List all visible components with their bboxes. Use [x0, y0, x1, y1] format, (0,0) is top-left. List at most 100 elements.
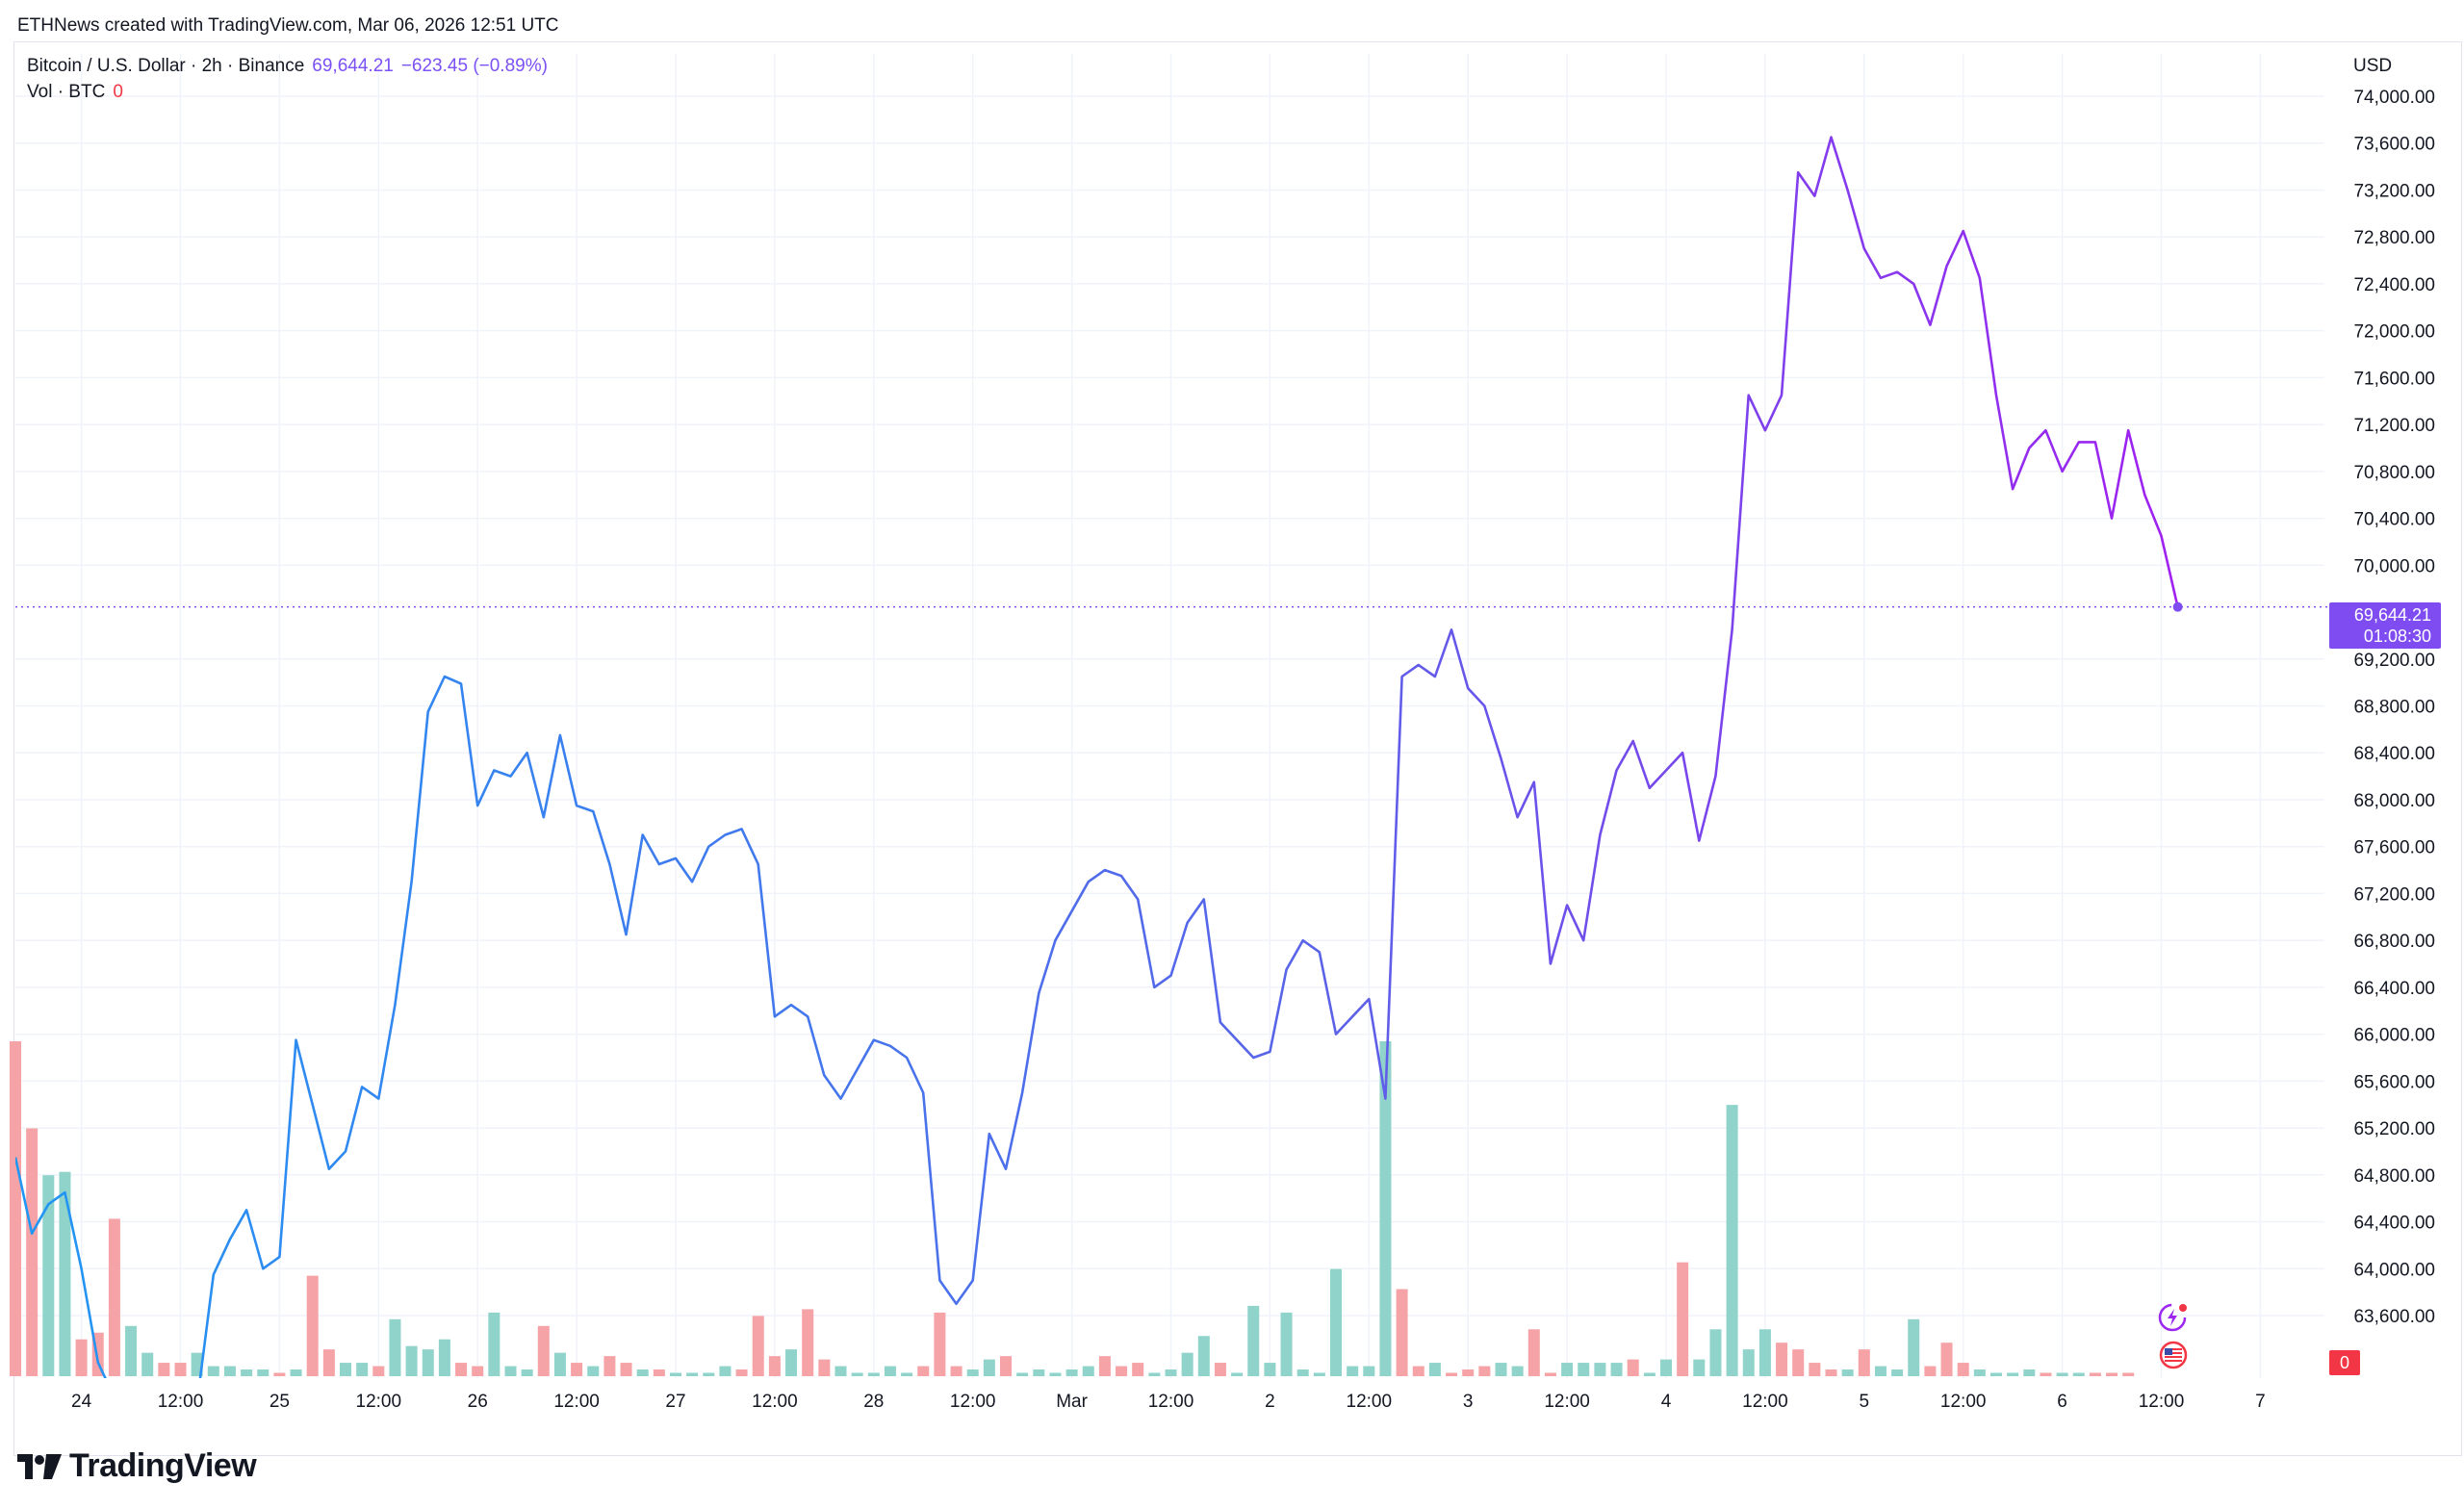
volume-bar: [587, 1366, 600, 1376]
volume-bar: [2106, 1372, 2118, 1376]
volume-bar: [1610, 1363, 1623, 1376]
currency-label[interactable]: USD: [2353, 56, 2393, 76]
volume-bar: [1478, 1366, 1491, 1376]
volume-bar: [1561, 1363, 1574, 1376]
volume-bar: [983, 1359, 995, 1376]
volume-bar: [2056, 1372, 2068, 1376]
x-tick-label: 12:00: [1742, 1392, 1788, 1412]
price-line-layer: [15, 136, 2329, 1378]
y-tick-label: 72,400.00: [2353, 275, 2435, 295]
volume-bar: [1825, 1369, 1837, 1376]
x-tick-label: 12:00: [356, 1392, 402, 1412]
volume-bar: [1693, 1359, 1706, 1376]
volume-bar: [966, 1369, 979, 1376]
volume-bar: [75, 1339, 88, 1376]
legend-symbol-row: Bitcoin / U.S. Dollar · 2h · Binance 69,6…: [27, 56, 548, 77]
volume-bar: [603, 1356, 616, 1376]
x-tick-label: 26: [468, 1392, 488, 1412]
volume-bar: [1776, 1343, 1788, 1376]
volume-bar: [1082, 1366, 1094, 1376]
x-tick-label: 12:00: [752, 1392, 798, 1412]
volume-bar: [1858, 1349, 1870, 1376]
volume-bar: [405, 1345, 418, 1376]
volume-bar: [1181, 1352, 1194, 1376]
x-tick-label: 12:00: [553, 1392, 600, 1412]
y-tick-label: 65,600.00: [2353, 1072, 2435, 1092]
y-tick-label: 66,400.00: [2353, 979, 2435, 999]
volume-bar: [1809, 1363, 1821, 1376]
volume-bar: [802, 1309, 814, 1376]
chart-frame: [13, 41, 2462, 1456]
x-tick-label: 4: [1661, 1392, 1672, 1412]
x-tick-label: 12:00: [1940, 1392, 1987, 1412]
volume-bar: [1627, 1359, 1639, 1376]
price-line: [15, 136, 2179, 1378]
volume-bar: [1197, 1336, 1210, 1376]
y-tick-label: 65,200.00: [2353, 1119, 2435, 1139]
volume-bar: [686, 1372, 699, 1376]
volume-bar: [241, 1369, 253, 1376]
volume-bar: [901, 1372, 913, 1376]
volume-bar: [2040, 1372, 2052, 1376]
volume-bar: [1396, 1289, 1408, 1376]
volume-bar: [1264, 1363, 1276, 1376]
volume-bar: [1231, 1372, 1244, 1376]
volume-bar: [1511, 1366, 1524, 1376]
y-tick-label: 64,000.00: [2353, 1260, 2435, 1280]
volume-tag: 0: [2329, 1350, 2360, 1375]
volume-bar: [950, 1366, 962, 1376]
volume-bar: [141, 1352, 154, 1376]
volume-bar: [1148, 1372, 1161, 1376]
y-tick-label: 70,400.00: [2353, 510, 2435, 530]
volume-bar: [768, 1356, 781, 1376]
volume-bar: [1280, 1312, 1293, 1376]
y-tick-label: 64,800.00: [2353, 1166, 2435, 1187]
volume-bar: [1940, 1343, 1953, 1376]
y-tick-label: 69,200.00: [2353, 651, 2435, 671]
volume-bar: [934, 1312, 946, 1376]
volume-bar: [26, 1128, 38, 1376]
volume-bar: [1527, 1329, 1540, 1376]
volume-bar: [1132, 1363, 1144, 1376]
us-flag-icon[interactable]: [2159, 1341, 2188, 1369]
volume-bar: [1330, 1268, 1342, 1376]
volume-bar: [521, 1369, 533, 1376]
volume-bar: [191, 1352, 203, 1376]
y-axis: 74,000.00 73,600.00 73,200.00 72,800.00 72,4…: [2353, 88, 2435, 1327]
tradingview-logo[interactable]: TradingView: [17, 1447, 257, 1485]
x-tick-label: 12:00: [1347, 1392, 1393, 1412]
volume-bar: [2007, 1372, 2019, 1376]
volume-bar: [1973, 1369, 1986, 1376]
volume-bar: [636, 1369, 649, 1376]
legend-symbol[interactable]: Bitcoin / U.S. Dollar · 2h · Binance: [27, 56, 305, 76]
volume-bar: [1742, 1349, 1755, 1376]
volume-bar: [537, 1325, 550, 1376]
lightning-icon[interactable]: [2156, 1301, 2189, 1334]
volume-bar: [1363, 1366, 1375, 1376]
x-tick-label: 12:00: [1148, 1392, 1194, 1412]
volume-bar: [290, 1369, 302, 1376]
last-price-dot: [2172, 601, 2183, 612]
volume-bar: [1677, 1262, 1689, 1376]
x-tick-label: Mar: [1056, 1392, 1088, 1412]
x-tick-label: 6: [2057, 1392, 2067, 1412]
volume-bar: [1347, 1366, 1359, 1376]
volume-bar: [1594, 1363, 1606, 1376]
volume-bar: [1660, 1359, 1672, 1376]
y-tick-label: 70,000.00: [2353, 556, 2435, 576]
tradingview-logo-icon: [17, 1453, 62, 1479]
volume-bar: [1908, 1318, 1920, 1376]
y-tick-label: 67,200.00: [2353, 884, 2435, 905]
volume-bar: [488, 1312, 500, 1376]
volume-bar: [1578, 1363, 1590, 1376]
volume-bar: [735, 1369, 748, 1376]
volume-bar: [1841, 1369, 1854, 1376]
volume-bar: [504, 1366, 517, 1376]
volume-bar: [867, 1372, 880, 1376]
y-tick-label: 63,600.00: [2353, 1307, 2435, 1327]
y-tick-label: 68,000.00: [2353, 791, 2435, 811]
volume-bar: [1544, 1372, 1556, 1376]
volume-bar: [438, 1339, 450, 1376]
legend-vol-label[interactable]: Vol · BTC: [27, 82, 106, 102]
